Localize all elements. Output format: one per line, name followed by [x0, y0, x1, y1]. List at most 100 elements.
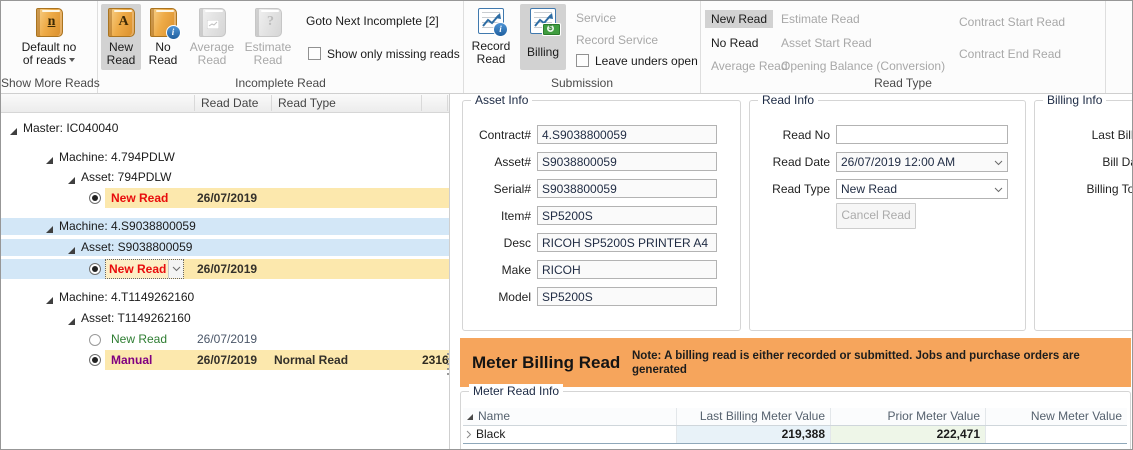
meter-name-cell: Black	[476, 427, 506, 441]
group-label-submission: Submission	[550, 76, 614, 90]
row-expand-icon[interactable]	[466, 430, 472, 439]
expand-arrow-icon[interactable]	[9, 124, 18, 141]
read-type-contract-end-read-button[interactable]: Contract End Read	[959, 47, 1062, 61]
expand-arrow-icon[interactable]	[45, 153, 54, 170]
new-value-cell[interactable]	[985, 426, 1127, 443]
sort-icon	[466, 413, 474, 421]
banner-title: Meter Billing Read	[472, 352, 621, 372]
read-type-average-read-button[interactable]: Average Read	[711, 59, 788, 73]
service-button[interactable]: Service	[576, 11, 617, 25]
read-type-new-read-button[interactable]: New Read	[705, 10, 774, 28]
make-field[interactable]	[537, 260, 717, 279]
book-chart-icon	[198, 8, 226, 37]
info-badge-icon: i	[165, 25, 181, 40]
expand-arrow-icon[interactable]	[67, 243, 76, 260]
column-header-name[interactable]: Name	[463, 408, 676, 425]
chart-money-icon: $	[530, 8, 561, 36]
meter-read-info-group: Meter Read Info Name Last Billing Meter …	[460, 384, 1131, 449]
read-no-input[interactable]	[836, 125, 1008, 144]
tree-row-machine-selected[interactable]: Machine: 4.S9038800059	[1, 218, 449, 235]
tree-header: Read Date Read Type	[1, 94, 449, 113]
chevron-down-icon	[989, 155, 1007, 169]
splitter-grip[interactable]	[447, 353, 449, 377]
prior-value-cell: 222,471	[830, 426, 985, 443]
tree-row-machine[interactable]: Machine: 4.794PDLW	[1, 149, 449, 166]
read-tree-panel: Read Date Read Type Master: IC040040 Mac…	[1, 94, 450, 449]
chart-info-icon: i	[478, 8, 508, 37]
cancel-read-button[interactable]: Cancel Read	[836, 202, 916, 229]
expand-arrow-icon[interactable]	[45, 293, 54, 310]
read-label: New Read	[109, 262, 167, 276]
radio-selected-icon[interactable]	[89, 354, 101, 366]
tree-row-asset[interactable]: Asset: T1149262160	[1, 310, 449, 327]
banner-note: Note: A billing read is either recorded …	[632, 349, 1080, 376]
radio-unselected-icon[interactable]	[89, 334, 101, 346]
average-read-button[interactable]: Average Read	[186, 4, 238, 70]
default-no-of-reads-button[interactable]: n Default no of reads	[16, 4, 82, 70]
read-type-estimate-read-button[interactable]: Estimate Read	[781, 12, 860, 26]
tree-row-read-editing[interactable]: New Read 26/07/2019	[1, 259, 449, 279]
meter-read-table: Name Last Billing Meter Value Prior Mete…	[463, 408, 1127, 444]
estimate-read-button[interactable]: ? Estimate Read	[242, 4, 294, 70]
read-type-combo-cell[interactable]: New Read	[105, 259, 184, 279]
column-header-read-type[interactable]: Read Type	[278, 96, 336, 110]
expand-arrow-icon[interactable]	[67, 173, 76, 190]
read-date-cell: 26/07/2019	[197, 262, 258, 276]
read-type-no-read-button[interactable]: No Read	[711, 36, 759, 50]
column-header-new[interactable]: New Meter Value	[985, 408, 1127, 425]
ribbon-group-incomplete-read: A New Read i No Read Average Read ? Esti…	[98, 1, 464, 93]
expand-arrow-icon[interactable]	[67, 314, 76, 331]
tree-row-machine[interactable]: Machine: 4.T1149262160	[1, 289, 449, 306]
column-header-prior[interactable]: Prior Meter Value	[830, 408, 985, 425]
book-n-icon: n	[35, 8, 63, 37]
radio-selected-icon[interactable]	[89, 263, 101, 275]
column-header-last-billing[interactable]: Last Billing Meter Value	[676, 408, 830, 425]
record-service-button[interactable]: Record Service	[576, 33, 659, 47]
model-field[interactable]	[537, 287, 717, 306]
no-read-button[interactable]: i No Read	[143, 4, 183, 70]
tree-row-master[interactable]: Master: IC040040	[1, 120, 449, 137]
show-only-missing-reads-checkbox[interactable]: Show only missing reads	[308, 47, 460, 61]
book-question-icon: ?	[254, 8, 282, 37]
default-no-of-reads-label: Default no of reads	[21, 40, 77, 67]
contract-field[interactable]	[537, 125, 717, 144]
goto-next-incomplete-button[interactable]: Goto Next Incomplete [2]	[306, 14, 439, 28]
read-date-combo[interactable]: 26/07/2019 12:00 AM	[836, 151, 1008, 172]
ribbon-group-read-type: New Read No Read Average Read Estimate R…	[701, 1, 1106, 93]
read-type-asset-start-read-button[interactable]: Asset Start Read	[781, 36, 872, 50]
read-value-cell: 2316	[422, 353, 449, 367]
read-type-opening-balance-button[interactable]: Opening Balance (Conversion)	[781, 59, 946, 73]
read-type-contract-start-read-button[interactable]: Contract Start Read	[959, 15, 1066, 29]
tree-row-read-manual[interactable]: Manual 26/07/2019 Normal Read 2316	[1, 350, 449, 370]
new-read-button[interactable]: A New Read	[101, 4, 141, 70]
combo-dropdown-button[interactable]	[168, 260, 183, 278]
meter-billing-read-banner: Meter Billing Read Note: A billing read …	[460, 338, 1131, 387]
tree-row-asset[interactable]: Asset: 794PDLW	[1, 169, 449, 186]
column-header-read-date[interactable]: Read Date	[201, 96, 259, 110]
desc-field[interactable]	[537, 233, 717, 252]
read-type-cell: Normal Read	[274, 353, 349, 367]
row-highlight	[184, 259, 449, 279]
read-info-group: Read Info Read No Read Date 26/07/2019 1…	[749, 94, 1026, 331]
serial-field[interactable]	[537, 179, 717, 198]
meter-table-header: Name Last Billing Meter Value Prior Mete…	[463, 408, 1127, 426]
record-read-button[interactable]: i Record Read	[468, 4, 514, 70]
tree-row-read[interactable]: New Read 26/07/2019	[1, 188, 449, 208]
read-type-combo[interactable]: New Read	[836, 178, 1008, 199]
tree-row-asset-selected[interactable]: Asset: S9038800059	[1, 239, 449, 256]
leave-unders-open-checkbox[interactable]: Leave unders open	[576, 54, 698, 68]
billing-button[interactable]: $ Billing	[520, 4, 566, 70]
item-field[interactable]	[537, 206, 717, 225]
radio-selected-icon[interactable]	[89, 192, 101, 204]
ribbon: n Default no of reads Show More Reads A …	[1, 1, 1132, 94]
ribbon-group-submission: i Record Read $ Billing Service Record S…	[464, 1, 701, 93]
billing-info-group: Billing Info Last Billed Bill Date Billi…	[1034, 94, 1132, 331]
tree-row-read-unselected[interactable]: New Read 26/07/2019	[1, 331, 449, 348]
row-highlight	[105, 188, 449, 208]
read-label: New Read	[111, 332, 168, 346]
expand-arrow-icon[interactable]	[45, 222, 54, 239]
ribbon-group-show-more-reads: n Default no of reads Show More Reads	[1, 1, 100, 93]
meter-table-row[interactable]: Black 219,388 222,471	[463, 426, 1127, 444]
asset-field[interactable]	[537, 152, 717, 171]
